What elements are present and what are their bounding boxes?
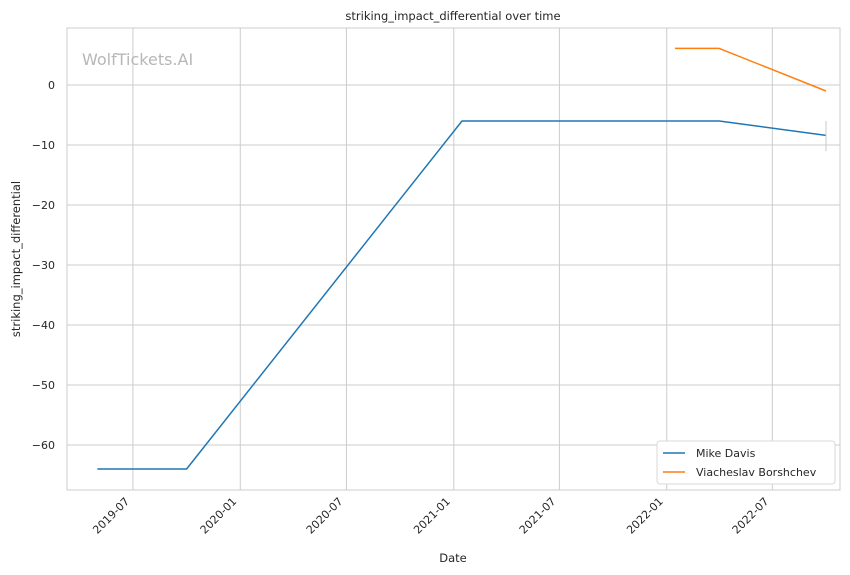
chart-title: striking_impact_differential over time	[345, 9, 560, 23]
x-axis-title: Date	[439, 551, 467, 565]
y-tick-label: −40	[32, 319, 55, 332]
y-tick-label: −60	[32, 439, 55, 452]
y-tick-label: 0	[48, 79, 55, 92]
y-tick-label: −20	[32, 199, 55, 212]
legend-label-viacheslav-borshchev: Viacheslav Borshchev	[696, 466, 817, 479]
x-tick-label: 2022-01	[624, 495, 666, 537]
x-tick-label: 2020-01	[198, 495, 240, 537]
x-tick-label: 2019-07	[90, 495, 132, 537]
y-axis-ticks: 0 −10 −20 −30 −40 −50 −60	[32, 79, 55, 452]
series-line-viacheslav-borshchev	[674, 47, 827, 92]
x-tick-label: 2020-07	[304, 495, 346, 537]
y-axis-title: striking_impact_differential	[9, 181, 23, 337]
x-axis-ticks: 2019-07 2020-01 2020-07 2021-01 2021-07 2022-…	[90, 495, 771, 537]
series-lines	[97, 47, 827, 470]
y-tick-label: −10	[32, 139, 55, 152]
watermark: WolfTickets.AI	[82, 50, 193, 69]
legend: Mike Davis Viacheslav Borshchev	[656, 440, 836, 485]
y-tick-label: −30	[32, 259, 55, 272]
y-tick-label: −50	[32, 379, 55, 392]
legend-box	[656, 440, 836, 485]
series-line-mike-davis	[97, 120, 827, 470]
x-tick-label: 2021-01	[411, 495, 453, 537]
x-tick-label: 2021-07	[517, 495, 559, 537]
x-tick-label: 2022-07	[730, 495, 772, 537]
legend-label-mike-davis: Mike Davis	[696, 447, 756, 460]
grid	[67, 28, 840, 490]
